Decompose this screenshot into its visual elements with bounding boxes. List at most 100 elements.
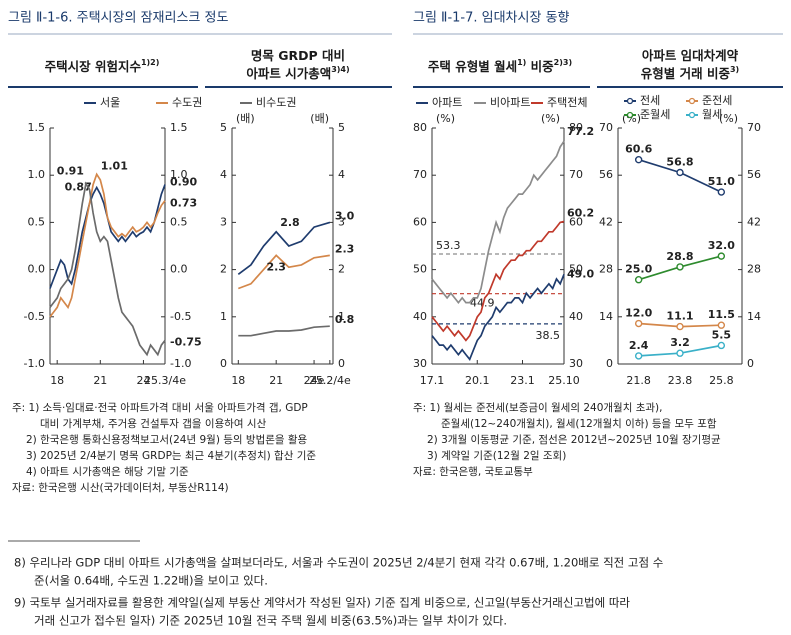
x-tick-label: 21 xyxy=(269,374,283,387)
data-label: 3.0 xyxy=(335,209,355,222)
x-tick-label: 18 xyxy=(50,374,64,387)
y-tick-label: 3 xyxy=(220,215,227,228)
figure-title: 그림 Ⅱ-1-6. 주택시장의 잠재리스크 정도 xyxy=(8,11,228,26)
y-unit: (%) xyxy=(436,112,455,125)
data-label: 0.73 xyxy=(170,197,197,210)
y-tick-label: 70 xyxy=(413,168,427,181)
subtitle-text: 아파트 임대차계약 xyxy=(642,48,739,63)
legend-marker xyxy=(688,111,696,119)
x-tick-label: 25.3/4e xyxy=(144,374,186,387)
legend-label: 전세 xyxy=(640,94,660,107)
chart-subtitle: 아파트 시가총액3)4) xyxy=(246,65,349,81)
y-tick-label: 30 xyxy=(569,357,583,370)
source: 자료: 한국은행 시산(국가데이터처, 부동산R114) xyxy=(12,482,229,494)
superscript: 1) xyxy=(517,58,526,67)
series-line xyxy=(49,181,166,357)
y-tick-label: -1.0 xyxy=(170,357,191,370)
y-tick-label: 50 xyxy=(413,263,427,276)
series-line xyxy=(431,140,565,304)
chart-subtitle: 아파트 임대차계약 xyxy=(642,48,739,63)
y-tick-label: 1.0 xyxy=(28,168,46,181)
reference-label: 53.3 xyxy=(436,239,461,252)
legend-label: 서울 xyxy=(100,96,120,109)
y-tick-label: 42 xyxy=(747,215,761,228)
chart-subtitle: 유형별 거래 비중3) xyxy=(641,65,739,81)
y-unit: (배) xyxy=(310,112,329,125)
series-line xyxy=(49,184,166,289)
point xyxy=(676,349,684,357)
data-label: 2.3 xyxy=(266,260,286,273)
data-label: 28.8 xyxy=(666,250,693,263)
point xyxy=(717,341,726,350)
x-tick-label: 20.1 xyxy=(465,374,490,387)
y-tick-label: -0.5 xyxy=(24,310,45,323)
footnote: 8) 우리나라 GDP 대비 아파트 시가총액을 살펴보더라도, 서울과 수도권… xyxy=(14,556,663,570)
x-tick-label: 24 xyxy=(136,374,150,387)
subtitle-text: 아파트 시가총액 xyxy=(246,66,331,81)
data-label: 11.5 xyxy=(708,308,735,321)
y-unit: (%) xyxy=(541,112,560,125)
data-label: 0.91 xyxy=(57,165,84,178)
point xyxy=(717,321,726,329)
y-unit: (배) xyxy=(236,112,255,125)
y-tick-label: 42 xyxy=(599,215,613,228)
y-tick-label: 80 xyxy=(413,121,427,134)
series-line xyxy=(238,325,330,337)
chart-subtitle: 주택시장 위험지수1)2) xyxy=(45,58,160,74)
y-tick-label: 1 xyxy=(338,310,345,323)
legend-label: 아파트 xyxy=(432,96,462,109)
y-tick-label: 0 xyxy=(338,357,345,370)
subtitle-text: 주택 유형별 월세 xyxy=(428,59,517,74)
y-tick-label: 0 xyxy=(747,357,754,370)
note: 3) 계약일 기준(12월 2일 조회) xyxy=(427,449,566,462)
point xyxy=(676,263,684,271)
data-label: 32.0 xyxy=(708,239,735,252)
y-tick-label: 0.5 xyxy=(170,215,188,228)
footnote: 거래 신고가 접수된 일자) 기준 2025년 10월 전국 주택 월세 비중(… xyxy=(34,614,507,628)
legend-label: 월세 xyxy=(702,108,722,121)
note: 4) 아파트 시가총액은 해당 기말 기준 xyxy=(26,465,189,478)
series-line xyxy=(238,254,330,290)
y-tick-label: 28 xyxy=(747,263,761,276)
y-tick-label: 40 xyxy=(413,310,427,323)
figure-title: 그림 Ⅱ-1-7. 임대차시장 동향 xyxy=(413,11,570,26)
series-line xyxy=(431,220,565,342)
superscript: 3)4) xyxy=(331,65,349,74)
note: 2) 3개월 이동평균 기준, 점선은 2012년~2025년 10월 장기평균 xyxy=(427,434,721,446)
superscript: 2)3) xyxy=(554,58,572,67)
x-tick-label: 25.8 xyxy=(709,374,734,387)
legend-marker xyxy=(626,111,634,119)
x-tick-label: 23.8 xyxy=(668,374,693,387)
point xyxy=(634,276,643,284)
data-label: 56.8 xyxy=(666,156,693,169)
y-tick-label: 0.0 xyxy=(170,263,188,276)
y-tick-label: -0.5 xyxy=(170,310,191,323)
y-tick-label: 56 xyxy=(747,168,761,181)
y-tick-label: 14 xyxy=(747,310,761,323)
legend-label: 수도권 xyxy=(172,96,202,109)
data-label: 2.4 xyxy=(629,339,649,352)
series-line xyxy=(431,273,565,361)
data-label: 25.0 xyxy=(625,263,652,276)
y-tick-label: 56 xyxy=(599,168,613,181)
y-tick-label: 1.0 xyxy=(170,168,188,181)
subtitle-text: 주택시장 위험지수 xyxy=(45,59,142,74)
note: 주: 1) 소득·임대료·전국 아파트가격 대비 서울 아파트가격 갭, GDP xyxy=(12,401,308,414)
data-label: 1.01 xyxy=(101,159,128,172)
note: 3) 2025년 2/4분기 명목 GRDP는 최근 4분기(추정치) 합산 기… xyxy=(26,450,316,462)
legend-label: 비수도권 xyxy=(256,96,296,109)
point xyxy=(634,319,643,328)
y-tick-label: 0 xyxy=(220,357,227,370)
data-label: 2.8 xyxy=(280,216,300,229)
data-label: 0.90 xyxy=(170,176,197,189)
data-label: 60.2 xyxy=(567,206,594,219)
y-tick-label: 5 xyxy=(338,121,345,134)
x-tick-label: 23.1 xyxy=(510,374,535,387)
y-tick-label: 0.0 xyxy=(28,263,46,276)
reference-label: 44.9 xyxy=(470,297,495,310)
x-tick-label: 21 xyxy=(93,374,107,387)
chart-subtitle: 주택 유형별 월세1) 비중2)3) xyxy=(428,58,572,74)
legend-marker xyxy=(626,97,634,105)
data-label: 12.0 xyxy=(625,307,652,320)
y-tick-label: 1.5 xyxy=(28,121,46,134)
